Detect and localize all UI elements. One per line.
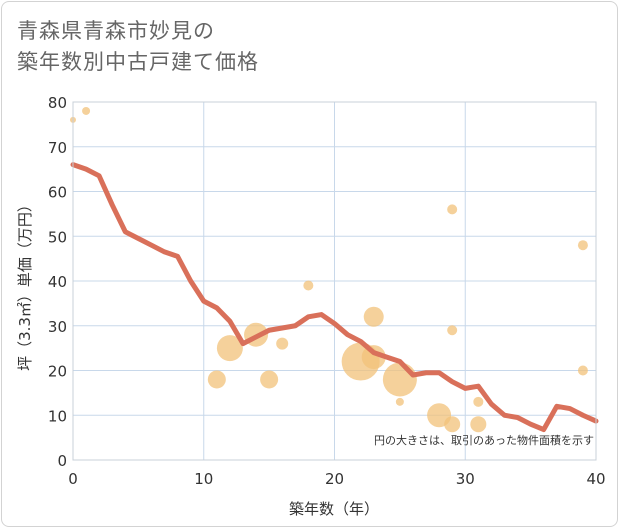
x-tick-label: 20 xyxy=(325,470,344,488)
axes xyxy=(72,101,597,461)
y-tick-label: 40 xyxy=(48,273,67,291)
bubble-point xyxy=(444,416,461,433)
bubble-point xyxy=(395,397,404,406)
bubble-point xyxy=(303,280,314,291)
plot-frame xyxy=(72,101,597,461)
y-tick-label: 80 xyxy=(48,94,67,112)
chart-title: 青森県青森市妙見の 築年数別中古戸建て価格 xyxy=(17,19,259,74)
y-tick-label: 30 xyxy=(48,318,67,336)
tick-labels: 0 10 20 30 40 0 10 20 30 40 50 60 70 80 xyxy=(48,94,606,488)
x-tick-label: 30 xyxy=(456,470,475,488)
y-tick-label: 60 xyxy=(48,184,67,202)
bubble-point xyxy=(82,106,91,115)
bubble-point xyxy=(361,345,386,370)
bubble-point xyxy=(470,416,487,433)
average-line-series xyxy=(70,162,599,433)
y-tick-label: 50 xyxy=(48,228,67,246)
y-tick-label: 20 xyxy=(48,363,67,381)
bubble-point xyxy=(577,240,588,251)
bubble-series xyxy=(70,106,588,433)
y-tick-label: 10 xyxy=(48,407,67,425)
bubble-point xyxy=(216,335,243,362)
bubble-point xyxy=(473,396,484,407)
bubble-point xyxy=(276,337,289,350)
x-tick-label: 10 xyxy=(194,470,213,488)
grid-lines xyxy=(72,101,597,461)
bubble-point xyxy=(207,370,226,389)
bubble-point xyxy=(382,362,417,397)
y-axis-label: 坪（3.3㎡）単価（万円） xyxy=(16,197,34,371)
bubble-point xyxy=(447,204,458,215)
bubble-size-note: 円の大きさは、取引のあった物件面積を示す xyxy=(374,433,594,447)
bubble-point xyxy=(577,365,588,376)
y-tick-label: 70 xyxy=(48,139,67,157)
x-tick-label: 40 xyxy=(586,470,605,488)
x-axis-label: 築年数（年） xyxy=(289,500,379,518)
bubble-point xyxy=(447,325,458,336)
average-price-line xyxy=(70,162,599,433)
y-tick-label: 0 xyxy=(57,452,67,470)
bubble-point xyxy=(260,370,279,389)
x-tick-label: 0 xyxy=(68,470,78,488)
bubble-point xyxy=(363,306,384,327)
